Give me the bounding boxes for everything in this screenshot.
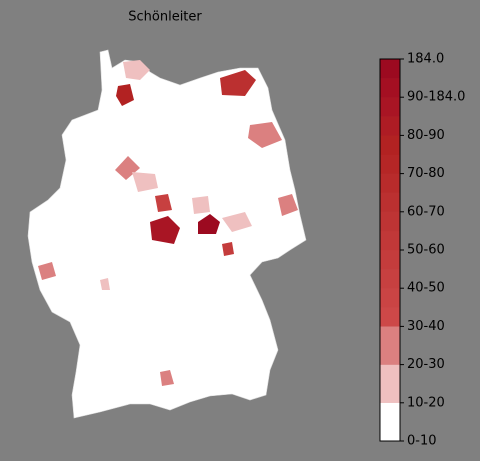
colorbar-band bbox=[379, 288, 401, 308]
colorbar-label: 90-184.0 bbox=[407, 90, 465, 105]
colorbar-band bbox=[379, 97, 401, 117]
region bbox=[155, 194, 172, 212]
germany-map bbox=[27, 49, 307, 419]
region bbox=[160, 370, 174, 386]
colorbar-band bbox=[379, 58, 401, 79]
colorbar-band bbox=[379, 230, 401, 251]
colorbar-band bbox=[379, 173, 401, 193]
colorbar-band bbox=[379, 77, 401, 98]
colorbar-label: 50-60 bbox=[407, 243, 445, 258]
colorbar-label: 80-90 bbox=[407, 128, 445, 143]
colorbar-label: 60-70 bbox=[407, 204, 445, 219]
region bbox=[198, 214, 220, 234]
region bbox=[150, 216, 180, 244]
region bbox=[220, 70, 256, 96]
colorbar-label: 0-10 bbox=[407, 434, 437, 449]
region bbox=[115, 156, 140, 180]
region bbox=[100, 278, 110, 290]
colorbar-band bbox=[379, 307, 401, 327]
colorbar-band bbox=[379, 116, 401, 136]
colorbar-label: 20-30 bbox=[407, 357, 445, 372]
colorbar-band bbox=[379, 211, 401, 232]
region bbox=[248, 122, 282, 148]
region bbox=[123, 60, 150, 80]
colorbar-band bbox=[379, 192, 401, 212]
colorbar-band bbox=[379, 268, 401, 289]
colorbar-band bbox=[379, 135, 401, 155]
region bbox=[278, 194, 298, 216]
colorbar-label: 40-50 bbox=[407, 281, 445, 296]
colorbar-label: 184.0 bbox=[407, 52, 444, 67]
region bbox=[38, 262, 56, 280]
colorbar-band bbox=[379, 364, 401, 403]
region bbox=[116, 84, 134, 106]
region bbox=[222, 212, 252, 232]
region bbox=[222, 242, 234, 256]
colorbar-label: 30-40 bbox=[407, 319, 445, 334]
colorbar-band bbox=[379, 402, 401, 442]
region bbox=[192, 196, 210, 214]
colorbar-label: 10-20 bbox=[407, 395, 445, 410]
colorbar-label: 70-80 bbox=[407, 166, 445, 181]
colorbar-band bbox=[379, 154, 401, 174]
map-title: Schönleiter bbox=[128, 10, 202, 25]
colorbar-band bbox=[379, 326, 401, 365]
colorbar-band bbox=[379, 249, 401, 270]
region bbox=[132, 172, 158, 192]
